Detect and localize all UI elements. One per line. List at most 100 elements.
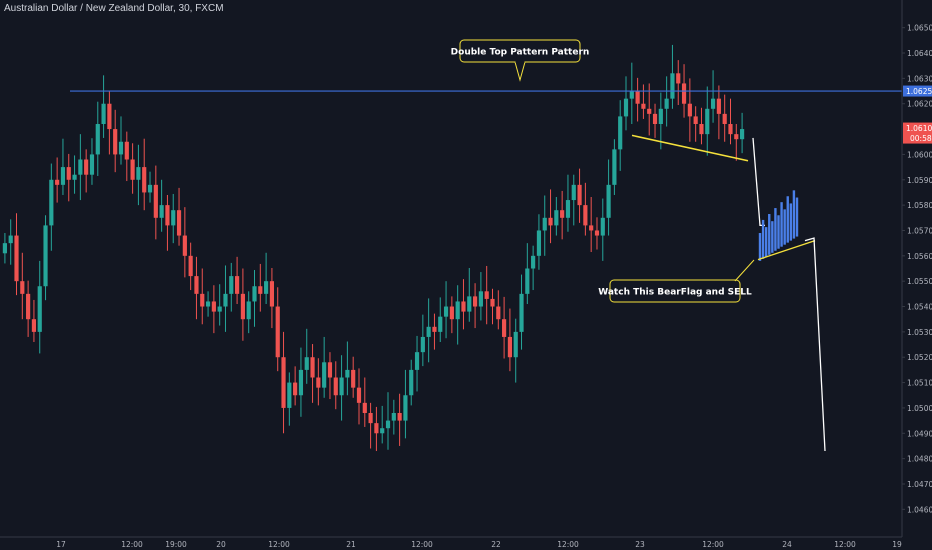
candle-body <box>95 124 100 155</box>
candles <box>2 44 745 452</box>
candle-body <box>496 306 501 320</box>
bear-flag-bar <box>789 203 793 241</box>
candle-body <box>240 293 245 320</box>
chart-title: Australian Dollar / New Zealand Dollar, … <box>4 3 224 14</box>
y-tick-label: 1.05900 <box>907 176 932 185</box>
y-tick-label: 1.04700 <box>907 480 932 489</box>
callout-text: Double Top Pattern Pattern <box>451 48 590 58</box>
candle-body <box>368 412 373 424</box>
candle-body <box>449 306 454 320</box>
y-tick-label: 1.06500 <box>907 24 932 33</box>
candle-body <box>594 230 600 236</box>
badge-bg <box>903 122 932 144</box>
callout-bear-flag[interactable]: Watch This BearFlag and SELL <box>598 259 755 303</box>
candle-body <box>316 377 321 388</box>
flag-trendline[interactable] <box>757 239 816 261</box>
candle-body <box>397 412 402 421</box>
candle-body <box>484 291 489 299</box>
x-tick-label: 12:00 <box>834 540 856 549</box>
y-tick-label: 1.05500 <box>907 277 932 286</box>
candle-body <box>548 217 553 226</box>
candle-body <box>467 296 472 312</box>
candle-body <box>589 225 594 231</box>
candle-body <box>716 98 721 114</box>
x-tick-label: 19:00 <box>165 540 187 549</box>
candle-body <box>478 291 483 307</box>
candle-body <box>66 167 71 180</box>
candle-body <box>281 357 286 408</box>
candle-body <box>513 331 518 358</box>
candle-body <box>502 319 507 337</box>
candle-body <box>26 293 31 320</box>
candle-body <box>699 124 704 135</box>
x-tick-label: 12:00 <box>268 540 290 549</box>
candle-body <box>258 286 263 294</box>
drawings: Double Top Pattern Pattern Watch This Bea… <box>70 39 902 452</box>
candle-body <box>525 268 530 294</box>
candle-body <box>2 243 7 254</box>
y-tick-label: 1.04600 <box>907 505 932 514</box>
candle-body <box>89 154 95 175</box>
candle-body <box>298 369 304 396</box>
candle-body <box>136 167 141 180</box>
candle-body <box>345 369 350 378</box>
candle-body <box>681 83 687 104</box>
callout-text: Watch This BearFlag and SELL <box>598 288 752 298</box>
candle-body <box>217 306 222 312</box>
badge-text: 1.06250 <box>906 87 932 96</box>
candle-body <box>159 205 164 218</box>
candle-body <box>118 141 124 155</box>
candle-body <box>31 319 37 332</box>
candle-body <box>606 184 611 218</box>
candle-body <box>275 306 280 358</box>
callout-double-top[interactable]: Double Top Pattern Pattern <box>451 39 590 82</box>
candle-body <box>205 301 211 307</box>
candle-body <box>229 276 234 294</box>
candle-body <box>658 108 663 125</box>
bear-flag-bar <box>758 233 762 261</box>
y-tick-label: 1.06000 <box>907 150 932 159</box>
y-tick-label: 1.05800 <box>907 201 932 210</box>
candle-body <box>577 184 582 206</box>
candle-body <box>200 293 205 307</box>
candle-body <box>438 316 443 332</box>
badge-text: 1.06104 <box>906 124 932 133</box>
last-price-badge: 1.0610400:58 <box>903 122 932 144</box>
candle-body <box>722 113 727 125</box>
candle-body <box>130 159 135 180</box>
candle-body <box>322 362 327 388</box>
candle-body <box>14 235 19 282</box>
candle-body <box>37 286 42 332</box>
candle-body <box>55 179 60 185</box>
callout-pointer <box>514 61 526 82</box>
y-tick-label: 1.04800 <box>907 455 932 464</box>
candle-body <box>728 124 733 135</box>
candle-body <box>583 205 588 226</box>
bear-flag-bar <box>786 196 789 243</box>
candle-body <box>432 326 437 332</box>
candle-body <box>571 184 576 201</box>
candle-body <box>635 91 640 104</box>
candle-body <box>455 301 460 320</box>
candle-body <box>705 108 710 135</box>
candle-body <box>740 129 745 140</box>
candle-body <box>223 293 228 307</box>
neckline-trendline[interactable] <box>631 134 749 162</box>
y-tick-label: 1.05200 <box>907 353 932 362</box>
candle-body <box>333 377 338 396</box>
candle-body <box>142 167 147 193</box>
bear-flag-bar <box>764 227 768 257</box>
candle-body <box>554 210 559 226</box>
candle-body <box>107 103 112 130</box>
candle-body <box>652 113 658 125</box>
candle-body <box>647 108 652 114</box>
candle-body <box>165 205 170 226</box>
candle-body <box>676 73 681 84</box>
candle-body <box>409 369 414 396</box>
candle-body <box>560 210 565 218</box>
y-tick-label: 1.06200 <box>907 100 932 109</box>
y-tick-label: 1.05700 <box>907 226 932 235</box>
candle-body <box>641 103 646 109</box>
candle-body <box>246 301 251 320</box>
